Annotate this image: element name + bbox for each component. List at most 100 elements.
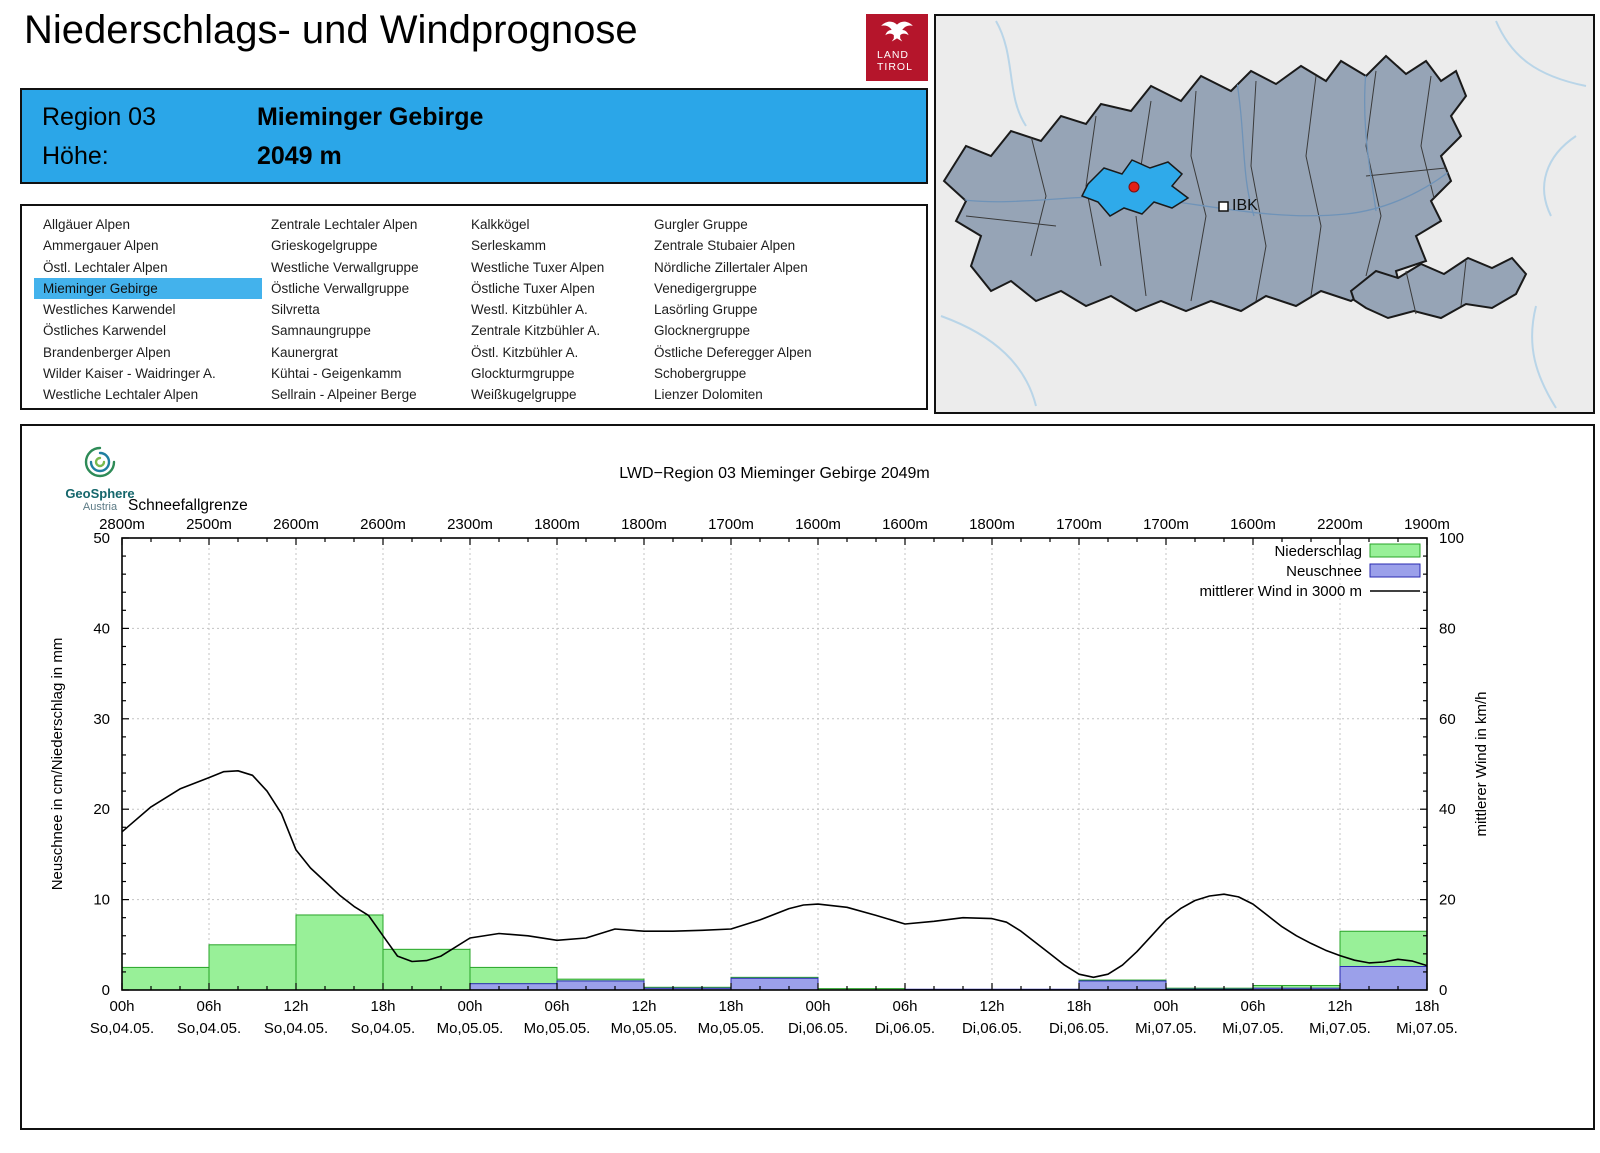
x-tick-hour: 12h	[631, 998, 656, 1015]
right-axis-title: mittlerer Wind in km/h	[1473, 691, 1490, 836]
region-item[interactable]: Westliches Karwendel	[43, 302, 176, 318]
region-info-box: Region 03 Mieminger Gebirge Höhe: 2049 m	[20, 88, 928, 184]
region-item[interactable]: Schobergruppe	[654, 366, 747, 382]
station-dot	[1128, 181, 1140, 193]
precip-bar	[121, 966, 210, 991]
snowline-value: 2200m	[1317, 516, 1363, 533]
region-item[interactable]: Kaunergrat	[271, 344, 338, 360]
region-item[interactable]: Östl. Lechtaler Alpen	[43, 259, 168, 275]
region-item[interactable]: Östliche Verwallgruppe	[271, 280, 410, 296]
geosphere-logo: GeoSphere Austria	[52, 442, 148, 513]
ibk-marker	[1218, 201, 1229, 212]
region-item[interactable]: Zentrale Lechtaler Alpen	[271, 217, 418, 232]
x-tick-hour: 00h	[1153, 998, 1178, 1015]
precip-wind-chart: LWD−Region 03 Mieminger Gebirge 2049m Sch…	[49, 465, 1490, 1037]
x-tick-day: Mo,05.05.	[524, 1020, 591, 1037]
snowline-value: 1600m	[1230, 516, 1276, 533]
region-item[interactable]: Gurgler Gruppe	[654, 217, 748, 232]
x-tick-day: Di,06.05.	[962, 1020, 1022, 1037]
x-tick-hour: 12h	[283, 998, 308, 1015]
snowline-value: 1800m	[534, 516, 580, 533]
region-item[interactable]: Brandenberger Alpen	[43, 344, 171, 360]
region-item[interactable]: Weißkugelgruppe	[471, 387, 577, 403]
logo-text-land: LAND	[877, 49, 910, 61]
region-item[interactable]: Silvretta	[271, 302, 320, 318]
snowline-value: 2500m	[186, 516, 232, 533]
region-item[interactable]: Lasörling Gruppe	[654, 302, 758, 318]
legend-label: mittlerer Wind in 3000 m	[1199, 583, 1362, 600]
left-axis-title: Neuschnee in cm/Niederschlag in mm	[49, 638, 66, 891]
region-item[interactable]: Ammergauer Alpen	[43, 238, 159, 254]
region-item[interactable]: Kalkkögel	[471, 217, 530, 232]
legend-swatch-snow	[1369, 563, 1421, 578]
region-item[interactable]: Westliche Tuxer Alpen	[471, 259, 605, 275]
snow-bar	[469, 983, 558, 991]
y-tick-label-left: 0	[102, 982, 110, 999]
snowline-value: 1700m	[1143, 516, 1189, 533]
x-tick-day: So,04.05.	[264, 1020, 328, 1037]
nordtirol-shape	[942, 54, 1468, 313]
y-tick-label-left: 20	[93, 801, 110, 818]
logo-text-tirol: TIROL	[877, 61, 913, 73]
x-tick-hour: 18h	[1414, 998, 1439, 1015]
x-tick-day: Mo,05.05.	[611, 1020, 678, 1037]
x-tick-day: Mi,07.05.	[1396, 1020, 1458, 1037]
region-item[interactable]: Venedigergruppe	[654, 280, 757, 296]
region-item[interactable]: Östliches Karwendel	[43, 323, 167, 339]
altitude-row: Höhe: 2049 m	[42, 142, 342, 171]
region-item[interactable]: Wilder Kaiser - Waidringer A.	[43, 366, 216, 382]
region-item[interactable]: Westl. Kitzbühler A.	[471, 302, 588, 318]
region-item[interactable]: Serleskamm	[471, 238, 547, 254]
region-name: Mieminger Gebirge	[256, 103, 484, 131]
region-item[interactable]: Östliche Tuxer Alpen	[471, 280, 595, 296]
eagle-icon	[878, 18, 916, 49]
wind-line	[121, 769, 1428, 979]
y-tick-label-right: 20	[1439, 892, 1456, 909]
x-tick-day: So,04.05.	[177, 1020, 241, 1037]
x-tick-hour: 18h	[718, 998, 743, 1015]
region-item[interactable]: Glocknergruppe	[654, 323, 751, 339]
altitude-value: 2049 m	[256, 142, 342, 170]
x-tick-day: Di,06.05.	[788, 1020, 848, 1037]
region-item[interactable]: Grieskogelgruppe	[271, 238, 378, 254]
legend-swatch-precip	[1369, 543, 1421, 558]
x-tick-day: Di,06.05.	[1049, 1020, 1109, 1037]
y-tick-label-right: 0	[1439, 982, 1447, 999]
x-tick-day: Mo,05.05.	[437, 1020, 504, 1037]
region-item[interactable]: Östliche Deferegger Alpen	[654, 344, 812, 360]
region-label: Region 03	[42, 103, 156, 131]
region-item[interactable]: Samnaungruppe	[271, 323, 371, 339]
snowline-value: 1800m	[621, 516, 667, 533]
snowline-value: 2600m	[273, 516, 319, 533]
region-item[interactable]: Zentrale Kitzbühler A.	[471, 323, 601, 339]
geosphere-name: GeoSphere	[65, 486, 135, 501]
osttirol-shape	[1349, 256, 1528, 320]
x-tick-day: Mi,07.05.	[1222, 1020, 1284, 1037]
region-item[interactable]: Glockturmgruppe	[471, 366, 575, 382]
x-tick-hour: 00h	[109, 998, 134, 1015]
region-item-selected[interactable]: Mieminger Gebirge	[34, 277, 262, 300]
x-tick-hour: 06h	[196, 998, 221, 1015]
osttirol-districts	[1405, 260, 1467, 315]
region-item[interactable]: Sellrain - Alpeiner Berge	[271, 387, 417, 403]
region-item[interactable]: Kühtai - Geigenkamm	[271, 366, 402, 382]
region-item[interactable]: Westliche Verwallgruppe	[271, 259, 419, 275]
x-tick-day: Mo,05.05.	[698, 1020, 765, 1037]
snowline-value: 1600m	[882, 516, 928, 533]
region-item[interactable]: Lienzer Dolomiten	[654, 387, 763, 403]
region-item[interactable]: Allgäuer Alpen	[43, 217, 131, 232]
snowline-value: 1700m	[708, 516, 754, 533]
region-item[interactable]: Westliche Lechtaler Alpen	[43, 387, 199, 403]
snowline-value: 1800m	[969, 516, 1015, 533]
region-list: Allgäuer Alpen Ammergauer Alpen Östl. Lech…	[20, 204, 928, 410]
geosphere-swirl-icon	[77, 446, 123, 486]
snowline-value: 2300m	[447, 516, 493, 533]
region-item[interactable]: Nördliche Zillertaler Alpen	[654, 259, 808, 275]
snow-bar	[730, 977, 819, 991]
chart-title: LWD−Region 03 Mieminger Gebirge 2049m	[619, 465, 930, 482]
region-item[interactable]: Zentrale Stubaier Alpen	[654, 238, 796, 254]
y-tick-label-left: 40	[93, 620, 110, 637]
plot-frame	[121, 537, 1428, 991]
y-tick-label-left: 30	[93, 711, 110, 728]
region-item[interactable]: Östl. Kitzbühler A.	[471, 344, 579, 360]
